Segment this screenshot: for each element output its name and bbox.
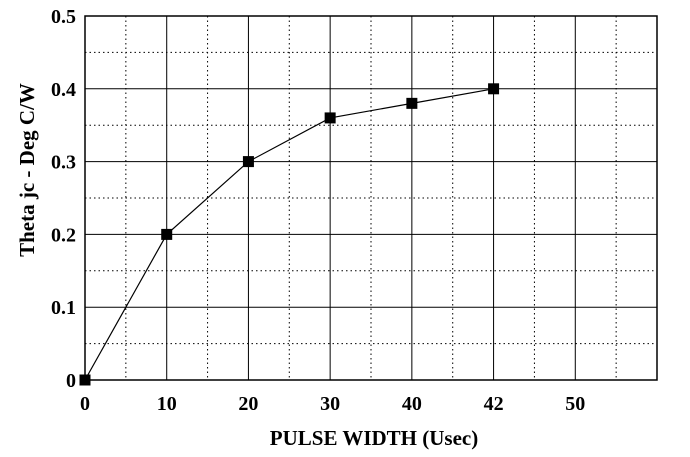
- x-tick-label: 10: [157, 393, 177, 415]
- data-point-marker: [488, 83, 500, 95]
- y-tick-label: 0.5: [51, 6, 76, 28]
- ticks: 0 0.1 0.2 0.3 0.4 0.5 0 10 20 30 40 42 50: [51, 6, 585, 415]
- plot-border: [84, 15, 658, 381]
- data-point-marker: [161, 228, 173, 240]
- y-tick-label: 0.1: [51, 297, 76, 319]
- y-tick-label: 0.4: [51, 79, 76, 101]
- y-tick-label: 0.2: [51, 224, 76, 246]
- x-tick-label: 42: [484, 393, 504, 415]
- y-tick-label: 0.3: [51, 152, 76, 174]
- x-tick-label: 30: [320, 393, 340, 415]
- x-tick-label: 50: [565, 393, 585, 415]
- x-tick-label: 0: [80, 393, 90, 415]
- x-tick-label: 40: [402, 393, 422, 415]
- x-tick-label: 20: [238, 393, 258, 415]
- x-axis-label: PULSE WIDTH (Usec): [270, 426, 478, 450]
- series-line: [84, 88, 494, 381]
- data-point-marker: [324, 112, 336, 124]
- grid: [85, 16, 657, 380]
- data-point-marker: [406, 97, 418, 109]
- y-axis-label: Theta jc - Deg C/W: [15, 83, 39, 257]
- data-point-marker: [242, 156, 254, 168]
- y-tick-label: 0: [66, 370, 76, 392]
